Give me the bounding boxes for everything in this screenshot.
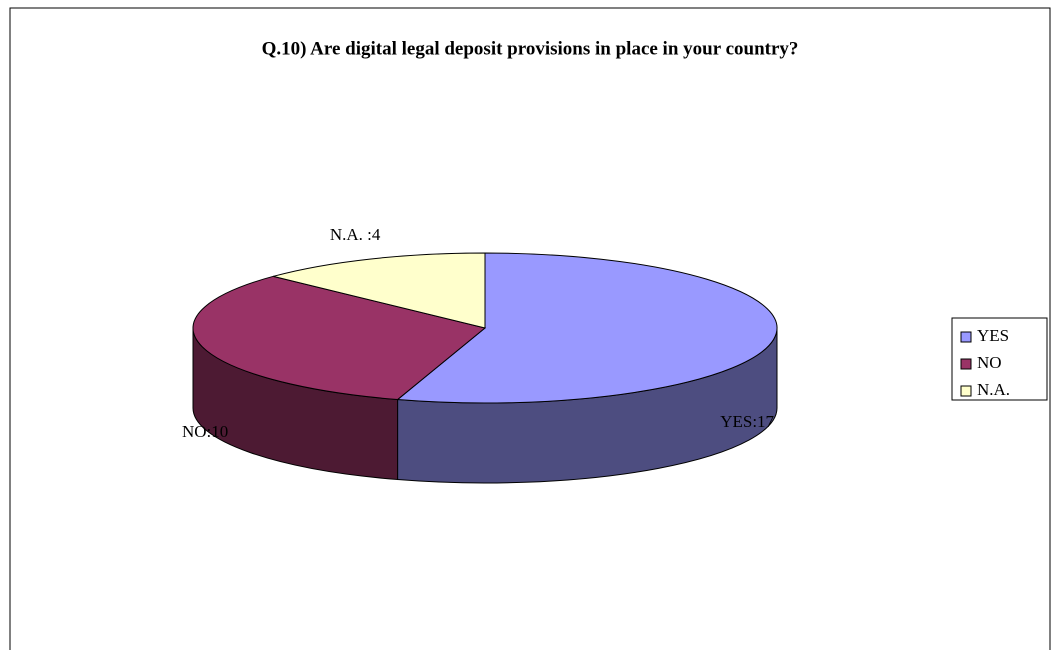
pie-slice — [273, 252, 486, 329]
data-label: YES:17 — [720, 412, 774, 431]
data-label: NO:10 — [182, 422, 228, 441]
legend-swatch — [960, 385, 972, 397]
chart-title: Q.10) Are digital legal deposit provisio… — [262, 38, 799, 59]
legend-label: NO — [977, 353, 1002, 372]
data-label: N.A. :4 — [330, 225, 381, 244]
legend-label: N.A. — [977, 380, 1010, 399]
legend-swatch — [960, 358, 972, 370]
pie-slice — [192, 275, 487, 401]
pie-slice — [396, 252, 778, 404]
legend-label: YES — [977, 326, 1009, 345]
chart-border — [9, 7, 1051, 650]
legend-swatch — [960, 331, 972, 343]
